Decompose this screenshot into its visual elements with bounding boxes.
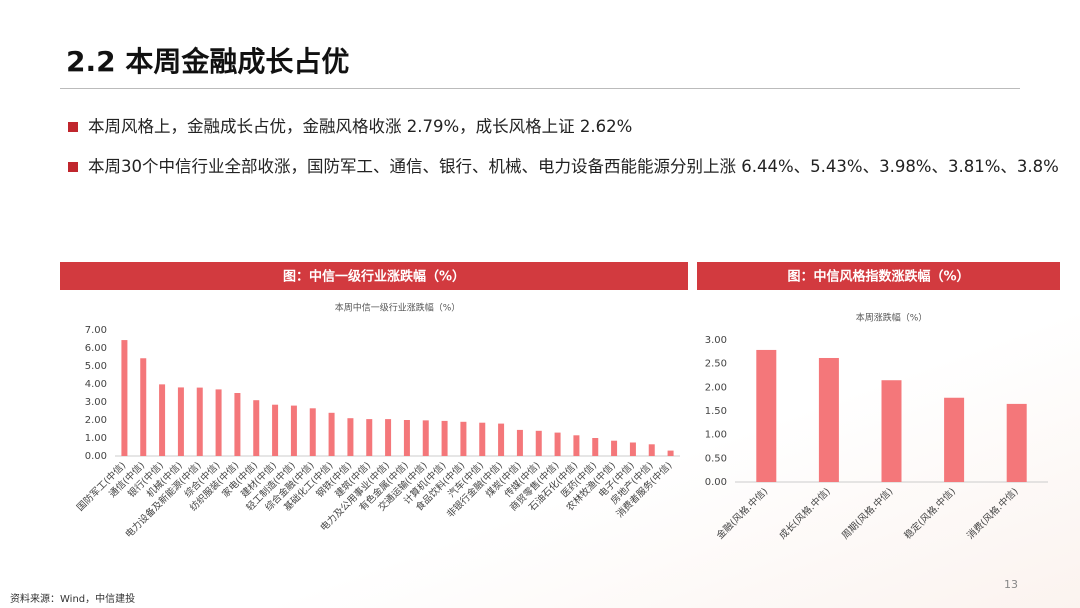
bar: [611, 440, 618, 456]
x-tick-label: 稳定(风格.中信): [902, 485, 958, 541]
bar: [328, 412, 335, 456]
bar: [592, 438, 599, 456]
bar: [944, 397, 965, 482]
bar: [818, 357, 839, 482]
y-tick-label: 5.00: [85, 361, 107, 372]
bar: [441, 420, 448, 456]
bar: [290, 405, 297, 456]
bar: [881, 380, 902, 482]
chart-caption: 图：中信一级行业涨跌幅（%）: [283, 269, 465, 285]
page-number: 13: [1004, 578, 1018, 591]
y-tick-label: 0.50: [705, 453, 727, 464]
bar: [177, 387, 184, 456]
slide-title: 2.2 本周金融成长占优: [66, 45, 350, 78]
bar: [215, 389, 222, 456]
bar: [554, 432, 561, 456]
y-tick-label: 1.00: [705, 430, 727, 441]
bar: [121, 340, 128, 456]
x-tick-label: 周期(风格.中信): [839, 485, 895, 541]
bar: [234, 393, 241, 456]
chart-title: 本周中信一级行业涨跌幅（%）: [335, 302, 461, 314]
bar: [272, 404, 279, 456]
bar: [347, 418, 354, 456]
x-tick-label: 金融(风格.中信): [714, 485, 770, 541]
bullet: 本周风格上，金融成长占优，金融风格收涨 2.79%，成长风格上证 2.62%: [66, 112, 1068, 142]
y-tick-label: 2.00: [705, 382, 727, 393]
bar: [498, 423, 505, 456]
x-tick-label: 成长(风格.中信): [777, 485, 833, 541]
bar: [385, 419, 392, 456]
y-tick-label: 1.00: [85, 433, 107, 444]
bar: [366, 419, 373, 456]
y-tick-label: 6.00: [85, 343, 107, 354]
bar: [140, 358, 147, 456]
bar: [253, 400, 260, 456]
bar: [535, 430, 542, 456]
x-tick-label: 消费(风格.中信): [964, 485, 1020, 541]
bar: [479, 422, 486, 456]
bar: [1006, 403, 1027, 482]
bar: [629, 442, 636, 456]
bar: [196, 387, 203, 456]
y-tick-label: 2.00: [85, 415, 107, 426]
y-tick-label: 3.00: [85, 397, 107, 408]
y-tick-label: 0.00: [705, 477, 727, 488]
y-tick-label: 7.00: [85, 325, 107, 336]
y-tick-label: 4.00: [85, 379, 107, 390]
caption-bar: [60, 262, 688, 290]
y-tick-label: 0.00: [85, 451, 107, 462]
bar: [422, 420, 429, 456]
bar: [403, 420, 410, 456]
caption-bar: [697, 262, 1060, 290]
bar: [648, 444, 655, 456]
y-tick-label: 2.50: [705, 359, 727, 370]
chart-title: 本周涨跌幅（%）: [856, 312, 928, 324]
source-note: 资料来源：Wind，中信建投: [10, 594, 136, 605]
bar: [756, 349, 777, 482]
bar: [309, 408, 316, 456]
bullet: 本周30个中信行业全部收涨，国防军工、通信、银行、机械、电力设备西能能源分别上涨…: [66, 152, 1068, 182]
y-tick-label: 1.50: [705, 406, 727, 417]
bar: [516, 429, 523, 456]
bar: [159, 384, 166, 456]
bar: [460, 421, 467, 456]
title-rule: [60, 88, 1020, 89]
y-tick-label: 3.00: [705, 335, 727, 346]
bar: [573, 435, 580, 456]
chart-caption: 图：中信风格指数涨跌幅（%）: [787, 269, 969, 285]
bar: [667, 450, 674, 456]
